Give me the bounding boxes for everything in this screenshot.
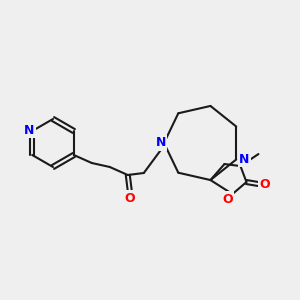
Text: O: O	[222, 193, 233, 206]
Text: O: O	[124, 191, 135, 205]
Text: N: N	[24, 124, 34, 136]
Text: O: O	[259, 178, 270, 190]
Text: N: N	[156, 136, 166, 149]
Text: N: N	[239, 152, 250, 166]
